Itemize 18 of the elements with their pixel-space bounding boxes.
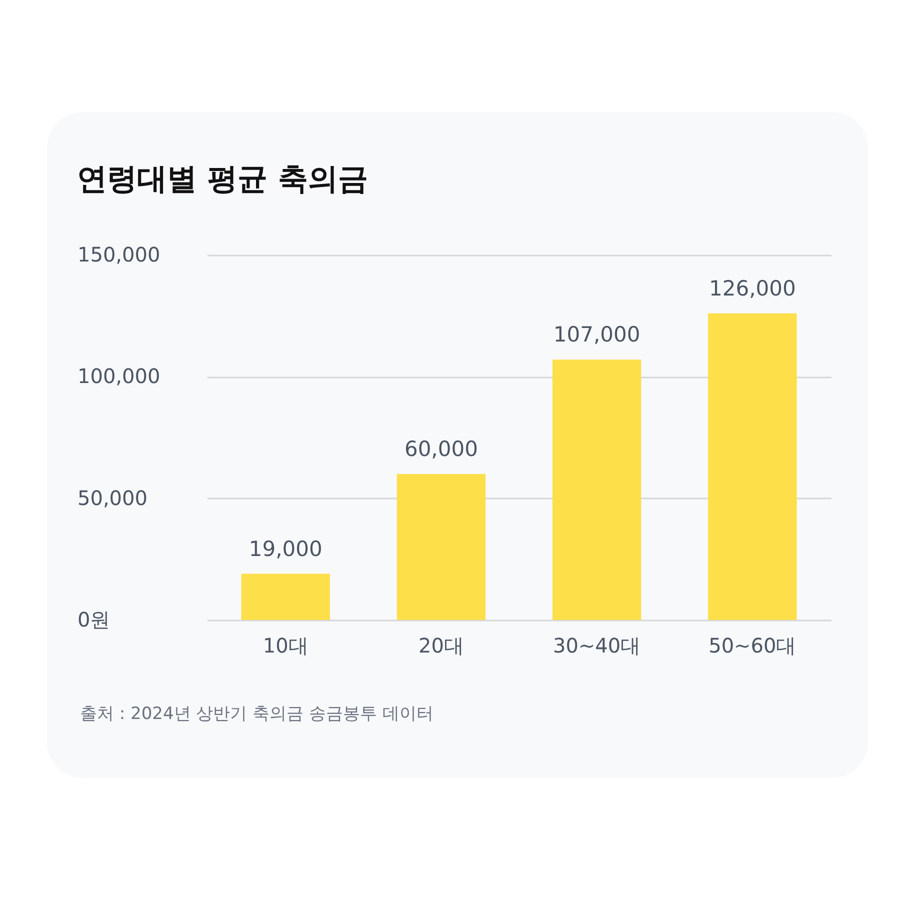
x-tick-label: 20대 [418,634,464,658]
y-tick-label: 150,000 [78,242,160,266]
data-label: 107,000 [553,322,640,347]
y-tick-label: 0원 [78,608,110,632]
data-label: 19,000 [248,536,322,561]
x-tick-label: 50~60대 [708,634,796,658]
y-tick-label: 50,000 [78,486,148,510]
bar [396,474,486,620]
y-tick-label: 100,000 [78,364,160,388]
source-note: 출처 : 2024년 상반기 축의금 송금봉투 데이터 [80,703,434,725]
chart-title: 연령대별 평균 축의금 [77,162,368,197]
bar [708,313,797,620]
data-label: 126,000 [708,276,796,300]
bar [552,360,642,620]
data-label: 60,000 [404,437,478,461]
x-tick-label: 10대 [262,634,308,658]
x-tick-label: 30~40대 [552,634,641,658]
bar [241,574,330,620]
